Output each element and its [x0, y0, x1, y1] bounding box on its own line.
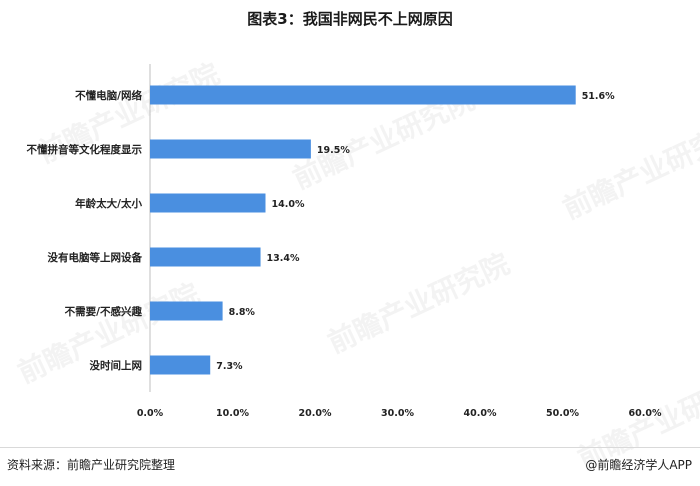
- x-tick-label-1: 10.0%: [216, 408, 249, 419]
- value-label-0: 51.6%: [582, 91, 615, 102]
- bar-1: [150, 139, 311, 159]
- category-label-3: 没有电脑等上网设备: [48, 251, 143, 264]
- bar-2: [150, 193, 266, 213]
- brand-credit: @前瞻经济学人APP: [585, 458, 692, 472]
- x-tick-label-6: 60.0%: [629, 408, 662, 419]
- bar-0: [150, 85, 576, 105]
- value-label-4: 8.8%: [229, 307, 256, 318]
- x-tick-label-2: 20.0%: [299, 408, 332, 419]
- category-label-0: 不懂电脑/网络: [75, 89, 142, 102]
- bar-3: [150, 247, 261, 267]
- category-label-2: 年龄太大/太小: [75, 197, 142, 210]
- value-label-2: 14.0%: [272, 199, 305, 210]
- value-label-5: 7.3%: [216, 361, 243, 372]
- x-tick-label-4: 40.0%: [464, 408, 497, 419]
- chart-title: 图表3：我国非网民不上网原因: [247, 10, 453, 28]
- bar-chart: 不懂电脑/网络 51.6% 不懂拼音等文化程度显示 19.5% 年龄太大/太小 14.0%…: [27, 64, 662, 419]
- value-label-3: 13.4%: [267, 253, 300, 264]
- footer-divider: [0, 447, 700, 448]
- category-label-4: 不需要/不感兴趣: [65, 305, 143, 318]
- x-tick-label-3: 30.0%: [381, 408, 414, 419]
- source-note: 资料来源：前瞻产业研究院整理: [7, 458, 176, 472]
- x-tick-label-5: 50.0%: [546, 408, 579, 419]
- x-tick-label-0: 0.0%: [137, 408, 164, 419]
- category-label-1: 不懂拼音等文化程度显示: [27, 143, 143, 156]
- value-label-1: 19.5%: [317, 145, 350, 156]
- category-label-5: 没时间上网: [90, 359, 143, 372]
- bar-5: [150, 355, 211, 375]
- bar-4: [150, 301, 223, 321]
